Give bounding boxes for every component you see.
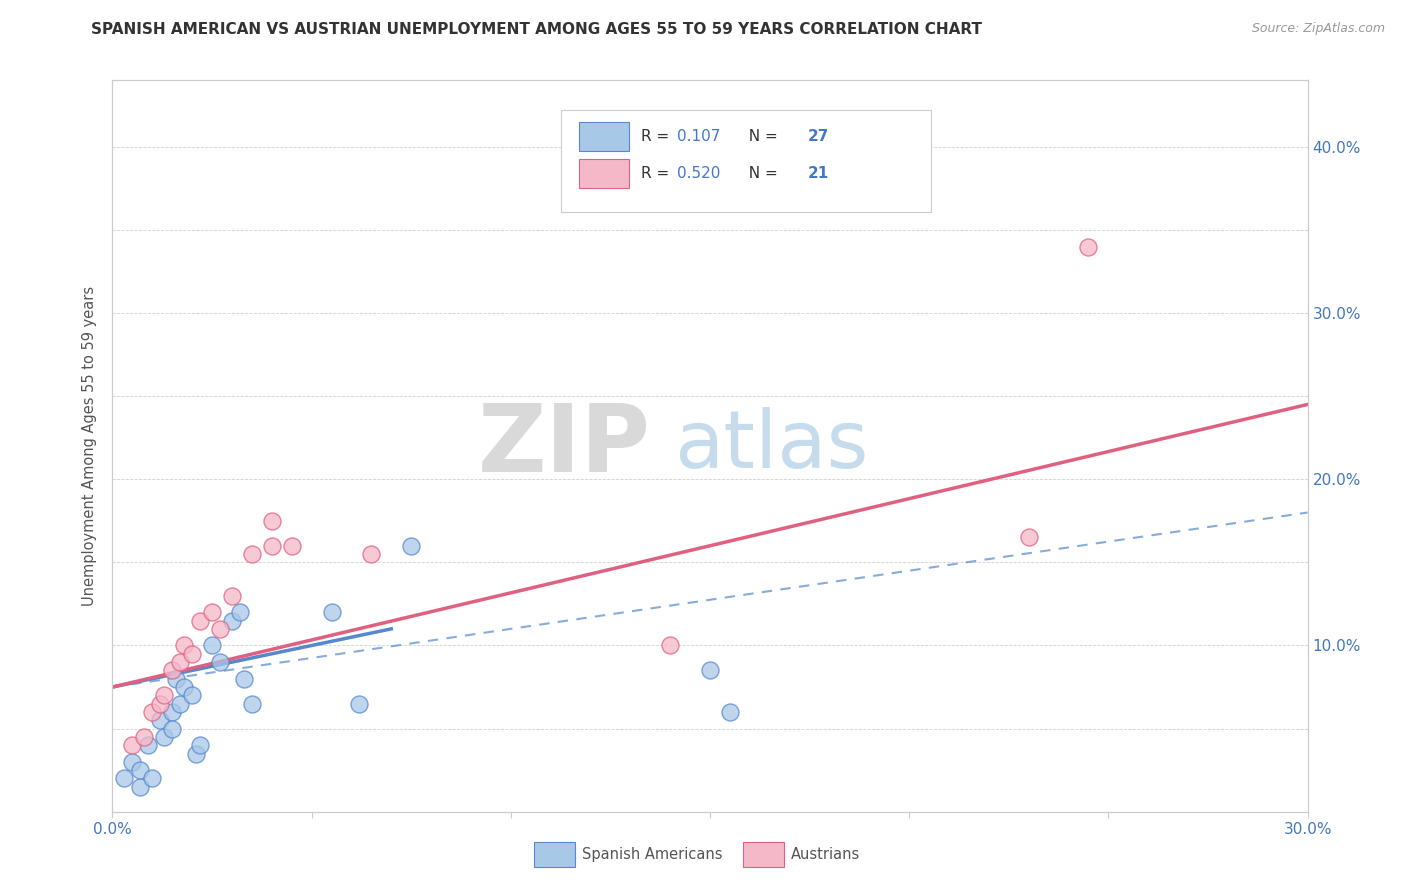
Point (121, 738, 143, 752)
Text: 27: 27 (808, 129, 830, 145)
FancyBboxPatch shape (744, 842, 785, 867)
Point (181, 647, 204, 661)
Point (1018, 530, 1040, 544)
Point (321, 605, 343, 619)
Point (134, 730, 156, 744)
FancyBboxPatch shape (579, 122, 628, 152)
Text: Austrians: Austrians (792, 847, 860, 862)
Point (240, 547, 263, 561)
Text: Spanish Americans: Spanish Americans (582, 847, 723, 862)
Point (240, 697, 263, 711)
Point (188, 614, 211, 628)
Point (209, 622, 232, 636)
Point (181, 689, 204, 703)
Text: atlas: atlas (675, 407, 869, 485)
Point (153, 730, 176, 744)
Point (659, 639, 682, 653)
Text: N =: N = (738, 166, 782, 181)
Point (186, 747, 208, 761)
Point (162, 664, 183, 678)
Point (1077, 239, 1099, 253)
Text: SPANISH AMERICAN VS AUSTRIAN UNEMPLOYMENT AMONG AGES 55 TO 59 YEARS CORRELATION : SPANISH AMERICAN VS AUSTRIAN UNEMPLOYMEN… (91, 22, 983, 37)
Point (209, 655, 232, 669)
Point (121, 755, 143, 769)
Point (173, 680, 195, 694)
Text: R =: R = (641, 166, 673, 181)
Point (149, 697, 172, 711)
Point (201, 639, 224, 653)
Point (149, 714, 172, 728)
Point (221, 589, 243, 603)
Point (229, 605, 252, 619)
Text: ZIP: ZIP (478, 400, 651, 492)
Point (201, 605, 224, 619)
Point (718, 705, 741, 719)
Point (173, 639, 195, 653)
Point (162, 705, 183, 719)
Point (165, 672, 187, 686)
Point (699, 664, 721, 678)
Point (129, 763, 152, 777)
Text: 0.520: 0.520 (676, 166, 720, 181)
FancyBboxPatch shape (534, 842, 575, 867)
Point (260, 514, 283, 528)
Point (349, 697, 371, 711)
Text: 0.107: 0.107 (676, 129, 720, 145)
Point (360, 547, 382, 561)
Point (169, 655, 191, 669)
Point (169, 697, 191, 711)
Point (141, 772, 163, 786)
Point (188, 738, 211, 752)
FancyBboxPatch shape (579, 159, 628, 188)
Y-axis label: Unemployment Among Ages 55 to 59 years: Unemployment Among Ages 55 to 59 years (82, 286, 97, 606)
Point (153, 689, 176, 703)
Text: Source: ZipAtlas.com: Source: ZipAtlas.com (1251, 22, 1385, 36)
Text: N =: N = (738, 129, 782, 145)
Point (401, 539, 423, 553)
Point (162, 722, 183, 736)
FancyBboxPatch shape (561, 110, 931, 212)
Point (260, 539, 283, 553)
Point (114, 772, 135, 786)
Point (221, 614, 243, 628)
Text: R =: R = (641, 129, 673, 145)
Point (281, 539, 304, 553)
Point (141, 705, 163, 719)
Point (138, 738, 160, 752)
Point (129, 780, 152, 794)
Point (233, 672, 256, 686)
Text: 21: 21 (808, 166, 830, 181)
